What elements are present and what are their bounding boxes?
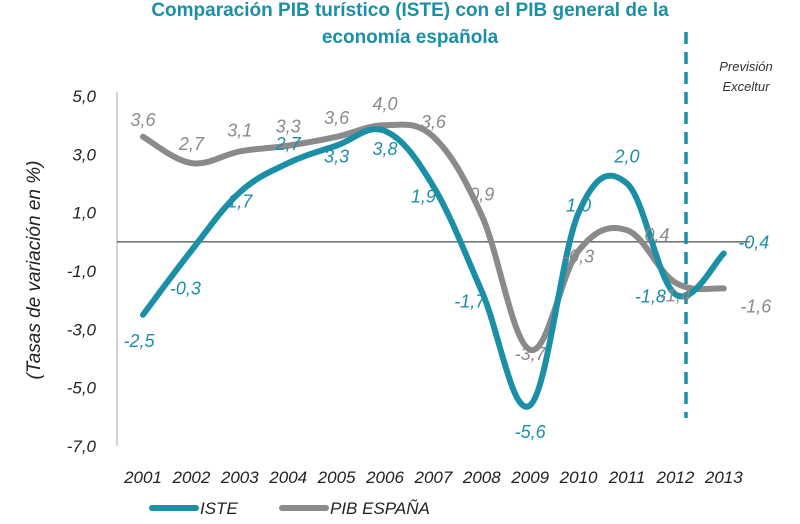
data-labels-layer: -2,5-0,31,72,73,3 3,81,9-1,7-5,61,02,0-1,… <box>123 94 772 442</box>
y-tick-label: 5,0 <box>72 87 96 106</box>
data-label-pib: 4,0 <box>372 94 397 114</box>
x-tick-label: 2010 <box>559 468 598 487</box>
data-label-iste: -0,3 <box>170 279 201 299</box>
series-layer <box>140 121 727 410</box>
x-tick-label: 2004 <box>268 468 307 487</box>
data-label-iste: 1,9 <box>411 186 436 206</box>
x-tick-label: 2002 <box>171 468 210 487</box>
y-tick-label: -3,0 <box>67 320 97 339</box>
data-label-pib: 0,4 <box>644 225 669 245</box>
y-tick-label: -1,0 <box>67 262 97 281</box>
series-line-iste <box>140 126 727 410</box>
y-tick-label: -5,0 <box>67 379 97 398</box>
chart-title-line-2: economía española <box>322 27 499 48</box>
y-tick-label: -7,0 <box>67 437 97 456</box>
data-label-pib: -1,4 <box>660 286 691 306</box>
y-axis-ticks: 5,0 3,0 1,0 -1,0 -3,0 -5,0 -7,0 <box>67 87 97 456</box>
data-label-pib: 3,6 <box>324 108 350 128</box>
series-line-pib <box>140 121 727 353</box>
y-tick-label: 1,0 <box>72 204 96 223</box>
data-label-iste: -1,7 <box>454 291 486 311</box>
data-label-pib: 0,9 <box>469 185 494 205</box>
data-label-pib: -3,7 <box>515 344 547 364</box>
forecast-note-line-2: Exceltur <box>723 79 771 94</box>
x-axis-ticks: 2001 2002 2003 2004 2005 2006 2007 2008 2009 2010… <box>123 468 743 487</box>
legend-label-iste: ISTE <box>200 499 238 518</box>
data-label-iste: 2,7 <box>275 134 302 154</box>
x-tick-label: 2006 <box>365 468 404 487</box>
legend: ISTE PIB ESPAÑA <box>149 499 430 518</box>
x-tick-label: 2007 <box>413 468 452 487</box>
data-label-pib: 3,6 <box>130 110 156 130</box>
data-label-pib: 3,1 <box>227 120 252 140</box>
data-label-iste: 2,0 <box>613 147 639 167</box>
y-axis-label: (Tasas de variación en %) <box>24 161 45 380</box>
data-label-pib: 3,6 <box>421 112 447 132</box>
data-label-iste: 3,3 <box>324 147 349 167</box>
data-label-iste: 1,7 <box>227 191 253 211</box>
x-tick-label: 2003 <box>220 468 259 487</box>
data-label-pib: 2,7 <box>178 134 205 154</box>
x-tick-label: 2011 <box>608 468 646 487</box>
chart-title-line-1: Comparación PIB turístico (ISTE) con el … <box>151 0 669 21</box>
data-label-iste: 3,8 <box>372 139 397 159</box>
data-label-iste: -2,5 <box>123 331 155 351</box>
x-tick-label: 2013 <box>704 468 743 487</box>
x-tick-label: 2012 <box>655 468 694 487</box>
forecast-note-line-1: Previsión <box>719 59 772 74</box>
x-tick-label: 2005 <box>317 468 356 487</box>
x-tick-label: 2009 <box>510 468 549 487</box>
data-label-iste: -5,6 <box>515 422 547 442</box>
legend-label-pib: PIB ESPAÑA <box>330 499 430 518</box>
data-label-pib: -0,3 <box>563 247 594 267</box>
data-label-pib: 3,3 <box>276 117 301 137</box>
x-tick-label: 2008 <box>462 468 501 487</box>
data-label-iste: -0,4 <box>738 233 769 253</box>
data-label-iste: 1,0 <box>566 196 591 216</box>
data-label-iste: -1,8 <box>635 286 666 306</box>
y-tick-label: 3,0 <box>72 145 96 164</box>
data-label-pib: -1,6 <box>740 297 772 317</box>
x-tick-label: 2001 <box>123 468 162 487</box>
